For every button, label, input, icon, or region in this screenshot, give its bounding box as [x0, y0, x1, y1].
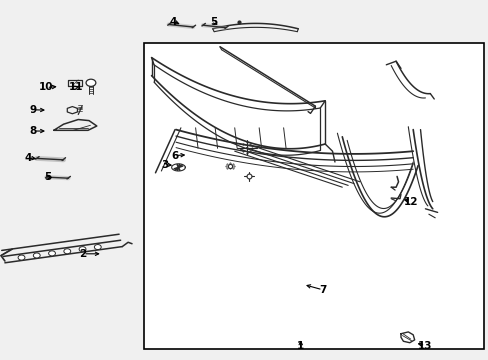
- Text: 5: 5: [44, 172, 51, 183]
- Text: 9: 9: [30, 105, 37, 115]
- Text: 12: 12: [403, 197, 417, 207]
- Circle shape: [48, 251, 55, 256]
- Text: 13: 13: [417, 341, 432, 351]
- Circle shape: [18, 255, 25, 260]
- Text: 3: 3: [161, 159, 168, 170]
- Circle shape: [79, 247, 86, 252]
- Text: 4: 4: [169, 17, 177, 27]
- Bar: [144, 43, 483, 349]
- Text: 5: 5: [210, 17, 217, 27]
- Text: 11: 11: [68, 82, 83, 93]
- Circle shape: [94, 244, 101, 249]
- Text: 8: 8: [30, 126, 37, 136]
- Text: 2: 2: [80, 249, 86, 259]
- Circle shape: [64, 249, 71, 254]
- Text: 1: 1: [297, 341, 304, 351]
- Text: 10: 10: [39, 82, 54, 93]
- Text: 6: 6: [171, 150, 178, 161]
- Circle shape: [86, 79, 96, 86]
- Circle shape: [33, 253, 40, 258]
- Text: 7: 7: [318, 285, 326, 295]
- Text: 4: 4: [24, 153, 32, 163]
